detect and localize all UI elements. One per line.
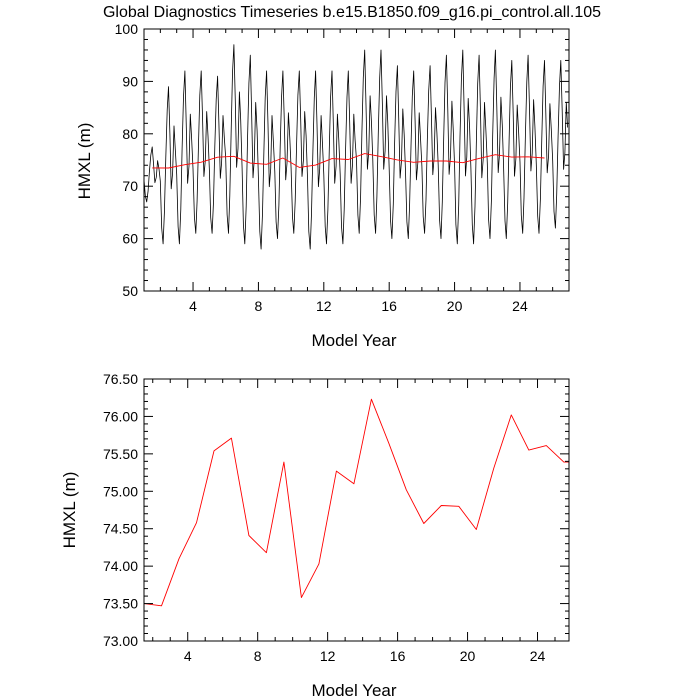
series-line (144, 398, 569, 607)
chart-top: 4 8 12 16 20 24 50 60 70 80 90 100 Model Year HMXL … (75, 21, 570, 350)
y-tick-label: 75.00 (103, 483, 138, 499)
y-tick-label: 90 (122, 73, 138, 89)
chart-bottom: 4 8 12 16 20 24 73.00 73.50 74.00 74.50 75.00 75.50… (60, 371, 570, 700)
y-tick-label: 70 (122, 178, 138, 194)
y-tick-label: 73.50 (103, 596, 138, 612)
y-axis-title-top: HMXL (m) (75, 123, 94, 200)
y-tick-label: 76.50 (103, 371, 138, 387)
x-tick-label: 4 (184, 648, 192, 664)
x-tick-label: 12 (320, 648, 336, 664)
plot-area-top (144, 44, 568, 250)
x-tick-label: 24 (530, 648, 546, 664)
x-tick-label: 12 (316, 298, 332, 314)
y-tick-label: 60 (122, 231, 138, 247)
x-tick-label: 8 (255, 298, 263, 314)
x-axis-title-bottom: Model Year (311, 681, 396, 700)
series-line (144, 44, 568, 250)
x-tick-label: 24 (512, 298, 528, 314)
y-axis-title-bottom: HMXL (m) (60, 472, 79, 549)
y-tick-label: 73.00 (103, 633, 138, 649)
x-tick-label: 16 (381, 298, 397, 314)
y-tick-label: 74.50 (103, 521, 138, 537)
x-axis-title-top: Model Year (311, 331, 396, 350)
y-tick-label: 100 (115, 21, 139, 37)
y-tick-label: 80 (122, 126, 138, 142)
axes-bottom: 4 8 12 16 20 24 73.00 73.50 74.00 74.50 75.00 75.50… (103, 371, 570, 664)
x-tick-label: 4 (189, 298, 197, 314)
x-tick-label: 20 (460, 648, 476, 664)
series-line (152, 153, 545, 169)
x-tick-label: 16 (390, 648, 406, 664)
y-tick-label: 50 (122, 283, 138, 299)
plot-frame (143, 378, 570, 642)
figure-title: Global Diagnostics Timeseries b.e15.B185… (103, 4, 601, 21)
y-tick-label: 74.00 (103, 558, 138, 574)
axes-top: 4 8 12 16 20 24 50 60 70 80 90 100 (115, 21, 570, 314)
y-tick-label: 76.00 (103, 408, 138, 424)
plot-area-bottom (144, 398, 569, 607)
x-tick-label: 20 (447, 298, 463, 314)
x-tick-label: 8 (254, 648, 262, 664)
y-tick-label: 75.50 (103, 446, 138, 462)
